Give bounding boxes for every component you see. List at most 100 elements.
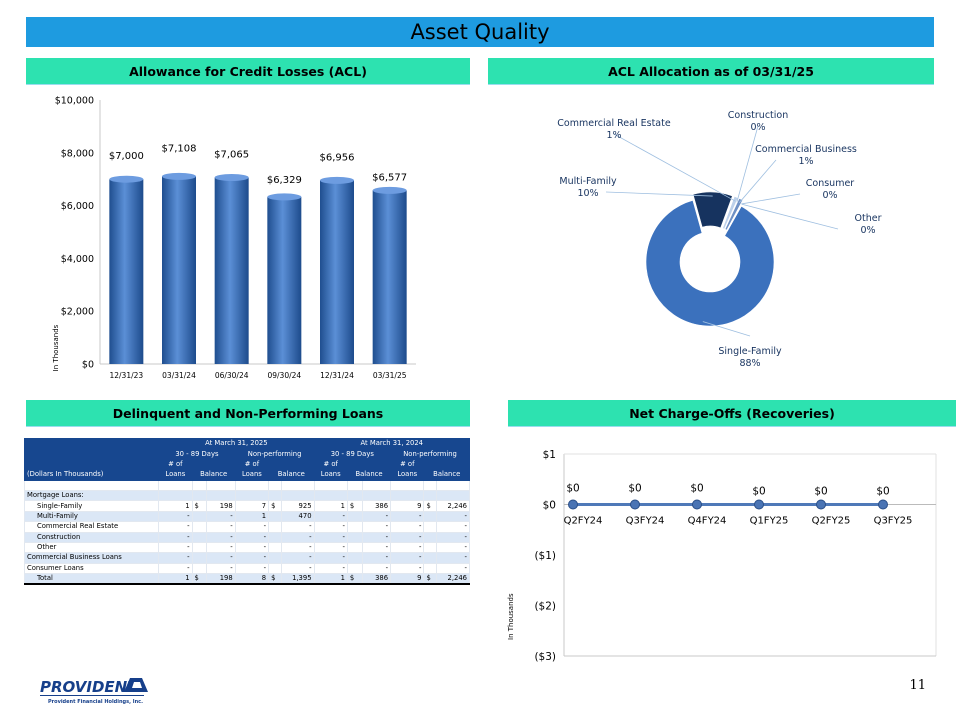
- nco-x-tick-label: Q4FY24: [688, 516, 727, 527]
- table-cell: -: [436, 562, 470, 575]
- nco-y-tick-label: ($2): [534, 601, 556, 613]
- table-row: Commercial Business Loans - - - - - - - -: [23, 552, 470, 564]
- table-cell: -: [313, 521, 348, 533]
- group-a-header: 30 - 89 Days: [313, 448, 392, 460]
- nco-data-label: $0: [628, 483, 641, 495]
- table-cell: -: [361, 531, 392, 543]
- acl-bar-cap: [267, 193, 302, 201]
- donut-leader-line: [605, 191, 713, 197]
- provident-logo-mark: PROVIDENT Provident Financial Holdings, …: [40, 678, 148, 705]
- acl-y-axis-label: In Thousands: [52, 324, 60, 371]
- acl-x-tick-label: 03/31/24: [162, 371, 196, 380]
- table-cell: 2,246: [436, 500, 470, 512]
- nco-point: [568, 499, 578, 510]
- donut-label-pct: 10%: [577, 188, 598, 199]
- table-cell: 386: [361, 500, 392, 512]
- nco-data-label: $0: [690, 483, 703, 495]
- table-cell: [268, 510, 282, 523]
- table-cell: -: [206, 562, 236, 575]
- nco-y-tick-label: $1: [543, 449, 556, 461]
- total-cell: 1: [313, 573, 348, 586]
- table-cell: -: [158, 552, 193, 564]
- acl-x-tick-label: 03/31/25: [373, 371, 407, 380]
- period-2-header: At March 31, 2024: [313, 437, 471, 450]
- table-cell: [346, 521, 363, 533]
- acl-bar: [109, 175, 144, 364]
- period-1-header: At March 31, 2025: [158, 437, 315, 450]
- acl-data-label: $6,956: [320, 152, 355, 163]
- acl-bar-body: [267, 196, 302, 364]
- loans-header: Loans: [158, 469, 193, 481]
- acl-x-tick-label: 09/30/24: [267, 371, 301, 380]
- total-cell: $: [268, 573, 282, 586]
- acl-bar: [320, 176, 354, 364]
- table-cell: -: [313, 562, 348, 575]
- nco-point: [816, 499, 826, 510]
- table-cell: -: [390, 531, 425, 543]
- table-cell: 1: [313, 500, 348, 512]
- acl-bar-body: [109, 179, 144, 364]
- table-cell: -: [313, 541, 348, 554]
- table-cell: -: [234, 562, 270, 575]
- acl-bar-body: [320, 180, 354, 364]
- table-cell: -: [313, 531, 348, 543]
- total-label: Total: [23, 573, 160, 586]
- table-cell: -: [234, 531, 270, 543]
- table-cell: -: [158, 562, 193, 575]
- nco-x-tick-label: Q3FY24: [626, 516, 665, 527]
- table-cell: -: [280, 521, 315, 533]
- acl-bar-cap: [109, 175, 144, 183]
- donut-label-pct: 0%: [822, 190, 837, 201]
- acl-bar-body: [372, 190, 407, 364]
- table-cell: -: [206, 510, 236, 523]
- donut-label-pct: 88%: [739, 358, 760, 369]
- table-cell: [423, 531, 437, 543]
- total-cell: 1: [158, 573, 193, 586]
- donut-label-pct: 1%: [606, 130, 621, 141]
- table-cell: -: [436, 552, 470, 564]
- nco-y-tick-label: ($3): [534, 651, 556, 663]
- table-cell: -: [361, 541, 392, 554]
- nco-data-label: $0: [876, 486, 889, 498]
- acl-y-tick-label: $2,000: [61, 307, 94, 318]
- acl-bar-cap: [214, 173, 249, 181]
- row-label: Commercial Business Loans: [23, 552, 160, 564]
- table-row: Construction - - - - - - - -: [23, 531, 470, 543]
- table-cell: [346, 510, 363, 523]
- table-cell: -: [234, 541, 270, 554]
- nco-x-tick-label: Q2FY25: [812, 516, 851, 527]
- table-cell: -: [361, 510, 392, 523]
- acl-y-tick-label: $6,000: [61, 201, 94, 212]
- table-cell: -: [436, 510, 470, 523]
- logo-subtitle: Provident Financial Holdings, Inc.: [48, 699, 143, 705]
- total-cell: 2,246: [436, 573, 470, 586]
- donut-leader-line: [613, 133, 735, 202]
- donut-label-pct: 1%: [798, 156, 813, 167]
- table-cell: [191, 562, 208, 575]
- nco-point: [878, 499, 888, 510]
- section-label: Mortgage Loans:: [23, 489, 160, 502]
- loans-header: Loans: [234, 469, 270, 481]
- donut-leader-line: [702, 321, 751, 337]
- table-cell: -: [390, 562, 425, 575]
- nco-data-label: $0: [566, 483, 579, 495]
- donut-label-name: Consumer: [806, 178, 855, 189]
- acl-bar: [372, 186, 407, 364]
- acl-x-tick-label: 06/30/24: [215, 371, 249, 380]
- total-cell: 9: [390, 573, 425, 586]
- table-cell: [191, 521, 208, 533]
- acl-bar: [162, 172, 196, 364]
- table-cell: [346, 541, 363, 554]
- acl-x-tick-label: 12/31/24: [320, 371, 354, 380]
- table-cell: -: [280, 562, 315, 575]
- balance-header: Balance: [191, 469, 236, 481]
- delinquent-section-header: Delinquent and Non-Performing Loans: [26, 400, 470, 427]
- nco-point: [692, 499, 702, 510]
- donut-label-name: Other: [855, 213, 882, 224]
- table-cell: -: [206, 552, 236, 564]
- table-cell: -: [280, 541, 315, 554]
- table-corner: [23, 437, 160, 450]
- nco-point: [754, 499, 764, 510]
- total-cell: 198: [206, 573, 236, 586]
